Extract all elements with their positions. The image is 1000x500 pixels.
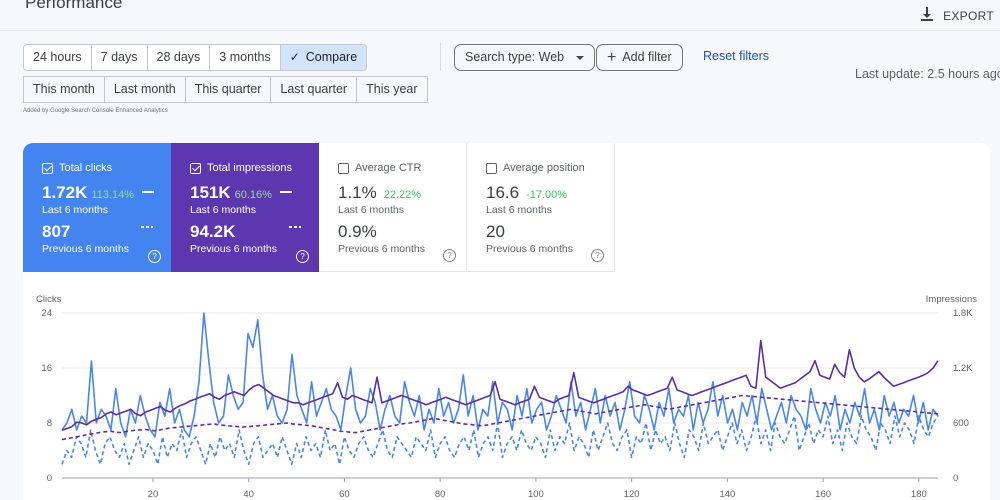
impressions-solid-series [61,339,939,432]
checkbox-unchecked-icon[interactable] [338,162,349,174]
search-type-dropdown[interactable]: Search type: Web [454,44,596,71]
help-icon[interactable]: ? [443,249,456,262]
range-28-days[interactable]: 28 days [147,44,211,71]
clicks-solid-series [61,312,939,438]
metric-prev-value: 20 [486,222,505,241]
metric-period: Last 6 months [338,204,404,216]
x-tick-label: 20 [148,489,159,500]
range-compare[interactable]: ✓ Compare [280,44,368,71]
export-label: EXPORT [943,8,994,23]
solid-line-legend-icon [141,191,154,193]
metric-period: Last 6 months [190,204,256,216]
compare-this-quarter[interactable]: This quarter [185,76,272,103]
metric-prev-period: Previous 6 months [190,243,277,255]
metric-value: 1.1% [338,183,377,202]
range-7-days[interactable]: 7 days [91,44,148,71]
last-update-text: Last update: 2.5 hours ago [855,67,1000,81]
metric-delta: -17.00% [526,189,568,201]
x-tick-label: 160 [815,489,831,500]
clicks-dashed-series [61,415,939,466]
compare-this-year[interactable]: This year [357,76,428,103]
performance-chart[interactable]: Clicks Impressions 0 0 8 600 16 1.2K 24 1.8K 20 4… [23,143,990,500]
reset-filters-link[interactable]: Reset filters [703,49,769,63]
page-title: Performance [25,0,123,12]
compare-last-quarter[interactable]: Last quarter [271,76,358,103]
dashed-line-legend-icon [141,226,153,228]
chart-lines [61,312,939,466]
add-filter-button[interactable]: + Add filter [596,44,683,71]
metric-total-impressions[interactable]: Total impressions 151K 60.16% Last 6 mont… [171,143,319,272]
range-24-hours[interactable]: 24 hours [23,44,92,71]
download-icon [919,6,935,25]
metric-value: 16.6 [486,183,520,202]
metric-prev-period: Previous 6 months [338,243,425,255]
metric-average-ctr[interactable]: Average CTR 1.1% 22.22% Last 6 months 0.9… [319,143,467,272]
metric-average-position[interactable]: Average position 16.6 -17.00% Last 6 mont… [467,143,615,272]
attribution-text: Added by Google Search Console Enhanced … [23,108,168,114]
compare-range-selector: This month Last month This quarter Last … [23,76,428,103]
x-tick-label: 80 [435,489,446,500]
metric-prev-value: 94.2K [190,222,236,241]
checkbox-checked-icon[interactable] [42,162,53,174]
metric-label: Total clicks [59,162,113,174]
date-range-selector: 24 hours 7 days 28 days 3 months ✓ Compar… [23,44,368,71]
compare-last-month[interactable]: Last month [104,76,186,103]
y-axis-right-label: Impressions [926,294,977,305]
metric-period: Last 6 months [42,204,108,216]
check-icon: ✓ [289,50,300,64]
metric-value: 1.72K [42,183,88,202]
compare-this-month[interactable]: This month [23,76,105,103]
metric-period: Last 6 months [486,204,552,216]
metric-value: 151K [190,183,231,202]
search-type-label: Search type: Web [465,50,565,64]
help-icon[interactable]: ? [148,250,161,263]
help-icon[interactable]: ? [591,249,604,262]
plus-icon: + [607,48,617,66]
metric-label: Total impressions [207,162,292,174]
y-left-tick-label: 0 [47,473,52,484]
x-tick-label: 100 [528,489,544,500]
metric-delta: 22.22% [383,189,422,201]
y-left-tick-label: 24 [41,308,52,319]
y-axis-left-label: Clicks [36,294,62,305]
impressions-dashed-series [61,394,939,441]
filter-divider [440,43,441,71]
help-icon[interactable]: ? [296,250,309,263]
chart-gridlines [62,312,938,479]
add-filter-label: Add filter [622,50,672,64]
x-tick-label: 180 [911,489,927,500]
metric-delta: 113.14% [91,189,134,201]
header-divider [0,30,1000,31]
metric-prev-value: 807 [42,222,71,241]
x-tick-label: 140 [719,489,735,500]
y-left-tick-label: 16 [41,363,52,374]
export-button[interactable]: EXPORT [919,6,994,25]
metric-label: Average position [503,162,585,174]
dropdown-caret-icon [576,55,585,60]
y-right-tick-label: 0 [953,473,958,484]
metric-prev-period: Previous 6 months [486,243,573,255]
y-left-tick-label: 8 [47,418,52,429]
y-right-tick-label: 600 [953,418,969,429]
metric-delta: 60.16% [234,189,272,201]
x-tick-label: 60 [339,489,350,500]
metric-total-clicks[interactable]: Total clicks 1.72K 113.14% Last 6 months … [23,143,171,272]
dashed-line-legend-icon [289,226,301,228]
x-tick-label: 120 [624,489,640,500]
y-right-tick-label: 1.2K [953,363,973,374]
metric-label: Average CTR [355,162,422,174]
chart-ticks: 0 0 8 600 16 1.2K 24 1.8K 20 40 60 80 100 120 140 160 18… [41,308,973,500]
checkbox-checked-icon[interactable] [190,162,201,174]
metric-prev-period: Previous 6 months [42,243,129,255]
x-tick-label: 40 [243,489,254,500]
performance-card: Total clicks 1.72K 113.14% Last 6 months … [23,143,990,500]
range-3-months[interactable]: 3 months [210,44,281,71]
y-right-tick-label: 1.8K [953,308,973,319]
checkbox-unchecked-icon[interactable] [486,162,497,174]
range-compare-label: Compare [305,50,358,64]
metric-prev-value: 0.9% [338,222,377,241]
solid-line-legend-icon [279,191,292,193]
